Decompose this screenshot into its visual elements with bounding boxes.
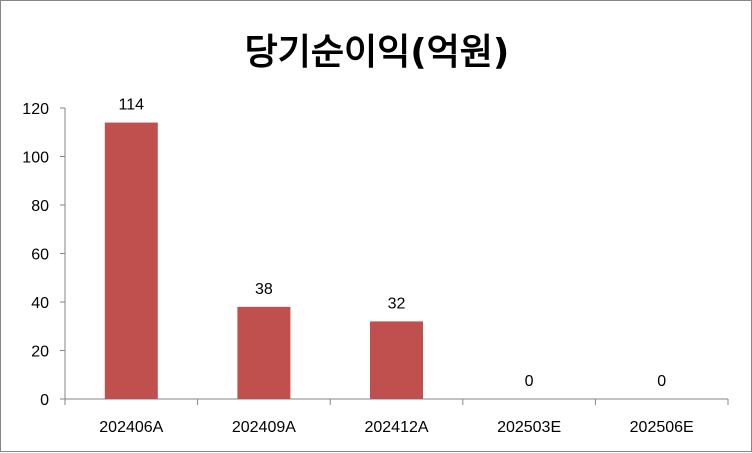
data-label: 0 — [525, 373, 534, 390]
bar — [104, 122, 158, 400]
data-label: 0 — [657, 373, 666, 390]
x-tick-label: 202412A — [364, 419, 428, 436]
x-axis: 202406A 202409A 202412A 202503E 202506E — [64, 398, 729, 436]
chart-title: 당기순이익(억원) — [244, 32, 510, 73]
y-tick-label: 60 — [31, 247, 49, 264]
data-label: 38 — [255, 281, 273, 298]
bar — [237, 306, 291, 399]
data-label: 32 — [388, 295, 406, 312]
x-tick-label: 202406A — [99, 419, 163, 436]
y-tick-label: 40 — [31, 295, 49, 312]
y-tick-label: 20 — [31, 344, 49, 361]
y-axis: 0 20 40 60 80 100 120 — [22, 101, 66, 409]
data-labels: 114 38 32 0 0 — [119, 97, 667, 390]
bars — [104, 122, 423, 400]
x-tick-label: 202503E — [497, 419, 561, 436]
x-tick-label: 202409A — [232, 419, 296, 436]
x-tick-label: 202506E — [630, 419, 694, 436]
y-tick-label: 120 — [22, 101, 49, 118]
y-tick-label: 100 — [22, 150, 49, 167]
y-tick-label: 80 — [31, 198, 49, 215]
bar — [370, 321, 423, 399]
data-label: 114 — [119, 97, 145, 114]
y-tick-label: 0 — [40, 392, 49, 409]
